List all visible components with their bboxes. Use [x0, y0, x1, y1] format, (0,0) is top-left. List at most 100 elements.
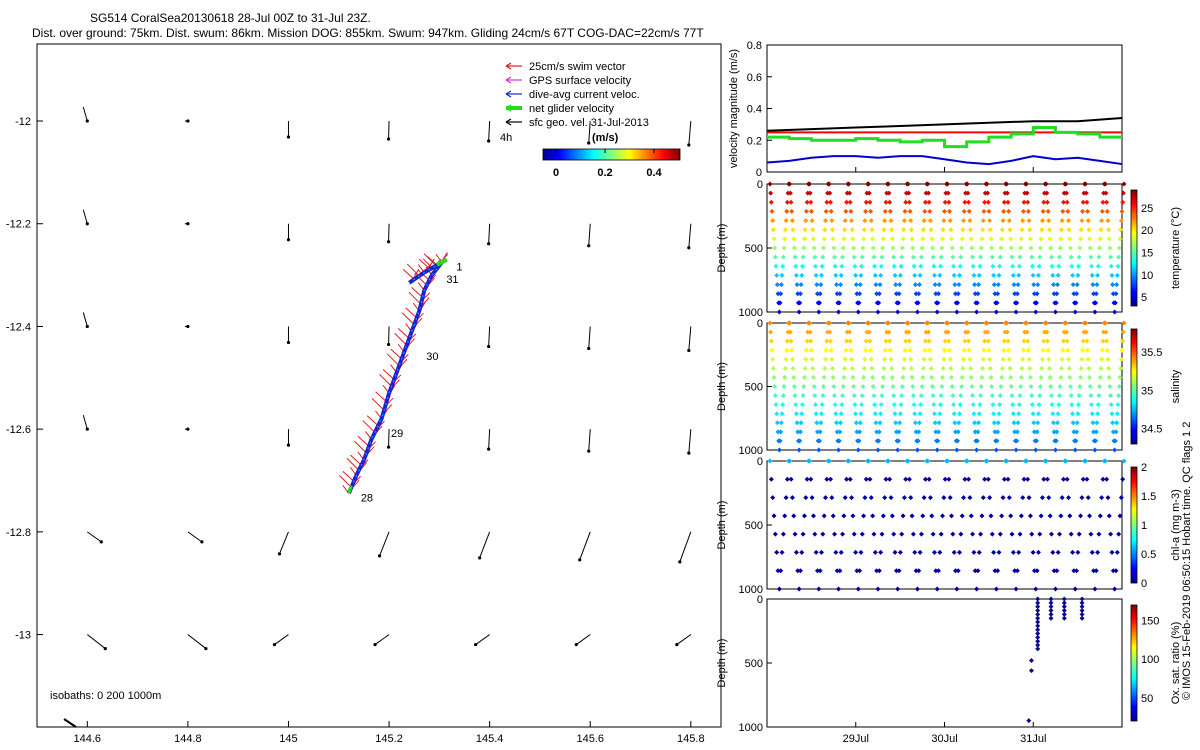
scatter-point — [863, 208, 869, 214]
scatter-point — [851, 531, 857, 537]
scatter-point — [959, 374, 965, 380]
swim-vector — [405, 307, 418, 319]
scatter-point — [773, 263, 779, 269]
scatter-point — [840, 254, 846, 260]
scatter-point — [974, 447, 980, 453]
scatter-point — [1098, 365, 1104, 371]
scatter-point — [1096, 254, 1102, 260]
arrow-head — [272, 642, 277, 647]
scatter-point — [877, 420, 883, 426]
scatter-point — [1075, 272, 1081, 278]
scatter-point — [1113, 568, 1119, 574]
scatter-point — [810, 374, 816, 380]
scatter-point — [861, 236, 867, 242]
scatter-point — [1005, 476, 1011, 482]
scatter-point — [889, 365, 895, 371]
oxygen-point — [1048, 604, 1054, 610]
scatter-point — [837, 429, 843, 435]
geostrophic-velocity-arrows — [63, 106, 692, 728]
scatter-point — [1017, 531, 1023, 537]
scatter-point — [1063, 320, 1069, 326]
scatter-point — [1044, 338, 1050, 344]
scatter-point — [945, 320, 950, 326]
scatter-point — [925, 329, 931, 335]
net-glider-velocity-arrow — [435, 257, 448, 267]
arrow-head — [377, 554, 382, 558]
scatter-point — [945, 458, 950, 464]
scatter-point — [861, 374, 867, 380]
scatter-point — [896, 429, 902, 435]
oxygen-point — [1061, 600, 1067, 606]
scatter-point — [1068, 393, 1074, 399]
scatter-point — [787, 329, 793, 335]
scatter-point — [917, 272, 923, 278]
scatter-point — [1020, 347, 1026, 353]
scatter-point — [1036, 263, 1042, 269]
scatter-point — [774, 549, 780, 555]
scatter-point — [858, 549, 864, 555]
arrow-head — [687, 246, 691, 250]
scatter-point — [1027, 365, 1033, 371]
scatter-point — [859, 254, 865, 260]
scatter-point — [866, 329, 872, 335]
scatter-point — [1047, 374, 1053, 380]
scatter-point — [947, 347, 953, 353]
depth-y-tick-label: 1000 — [739, 722, 763, 734]
scatter-point — [803, 495, 809, 501]
scatter-point — [1080, 347, 1086, 353]
scatter-point — [945, 190, 951, 196]
geo-velocity-arrow — [82, 415, 88, 430]
scatter-point — [1086, 365, 1092, 371]
scatter-point — [829, 356, 835, 362]
scatter-point — [916, 429, 922, 435]
scatter-point — [801, 513, 807, 519]
scatter-point — [887, 476, 893, 482]
scatter-point — [989, 393, 995, 399]
scatter-point — [910, 531, 916, 537]
scatter-point — [980, 218, 986, 224]
geo-velocity-arrow — [274, 634, 289, 645]
scatter-point — [768, 199, 774, 205]
geo-velocity-arrow — [676, 634, 692, 645]
scatter-point — [1018, 384, 1024, 389]
scatter-point — [791, 513, 797, 519]
scatter-point — [964, 320, 970, 326]
scatter-point — [868, 356, 874, 362]
swim-vector — [346, 457, 360, 471]
scatter-point — [949, 374, 955, 380]
scatter-point — [774, 282, 780, 288]
geo-velocity-arrow — [374, 634, 390, 645]
scatter-point — [1085, 347, 1091, 353]
scatter-point — [858, 411, 864, 417]
scatter-point — [1010, 272, 1016, 278]
scatter-point — [908, 218, 914, 224]
scatter-point — [1106, 236, 1112, 242]
scatter-point — [1033, 586, 1039, 592]
scatter-point — [1110, 291, 1116, 297]
scatter-point — [1078, 365, 1084, 371]
scatter-point — [832, 531, 838, 537]
scatter-point — [796, 309, 802, 315]
scatter-point — [1113, 429, 1119, 435]
scatter-point — [934, 586, 940, 592]
geo-velocity-arrow — [688, 326, 692, 351]
legend-arrowhead — [505, 104, 512, 112]
time-x-tick-label: 29Jul — [843, 733, 869, 745]
scatter-point — [929, 236, 935, 242]
scatter-point — [1091, 568, 1097, 574]
scatter-point — [806, 181, 812, 187]
scatter-point — [999, 374, 1005, 380]
swim-vector — [362, 420, 376, 433]
scatter-point — [975, 568, 981, 574]
scatter-point — [817, 429, 823, 435]
scatter-point — [1056, 393, 1062, 399]
scatter-point — [998, 245, 1004, 251]
scatter-point — [812, 254, 818, 260]
scatter-point — [871, 254, 877, 260]
colorbar-tick-label: 150 — [1141, 615, 1159, 627]
scatter-point — [773, 402, 779, 408]
scatter-point — [972, 291, 978, 297]
scatter-point — [1010, 402, 1016, 408]
scatter-point — [1095, 402, 1101, 408]
scatter-point — [795, 429, 801, 435]
